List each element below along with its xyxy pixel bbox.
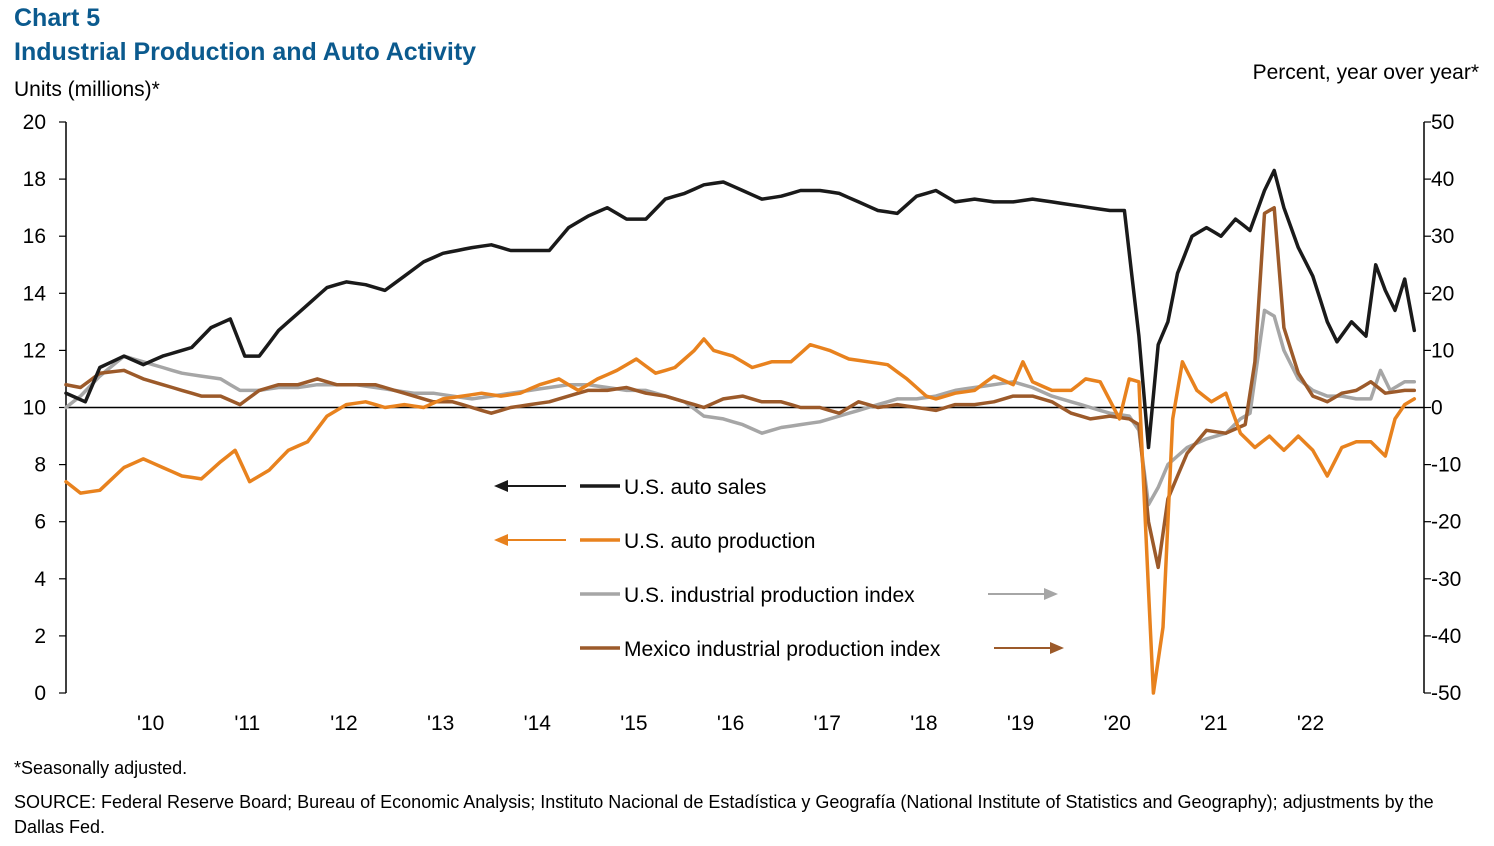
left-tick-label: 18 xyxy=(23,168,46,191)
x-tick-label: '18 xyxy=(910,712,937,735)
right-axis-label: Percent, year over year* xyxy=(1252,61,1479,84)
right-tick-label: 20 xyxy=(1431,282,1454,305)
right-tick-label: 0 xyxy=(1431,397,1443,420)
left-tick-label: 10 xyxy=(23,397,46,420)
series-line-u-s-auto-sales xyxy=(64,168,1417,450)
x-tick-label: '20 xyxy=(1104,712,1131,735)
right-tick-label: 50 xyxy=(1431,111,1454,134)
series-layer xyxy=(64,168,1417,695)
x-tick-label: '13 xyxy=(427,712,454,735)
x-tick-label: '16 xyxy=(717,712,744,735)
left-tick-label: 14 xyxy=(23,282,47,305)
x-tick-label: '11 xyxy=(234,712,260,735)
x-tick-label: '14 xyxy=(524,712,552,735)
left-tick-label: 0 xyxy=(34,682,46,705)
legend: U.S. auto sales U.S. auto production U.S. … xyxy=(494,476,1064,661)
x-tick-label: '10 xyxy=(137,712,164,735)
series-line-mexico-industrial-production-index xyxy=(64,205,1417,570)
left-tick-label: 16 xyxy=(23,225,46,248)
x-tick-label: '21 xyxy=(1200,712,1227,735)
x-tick-label: '19 xyxy=(1007,712,1034,735)
right-tick-label: -50 xyxy=(1431,682,1461,705)
left-tick-label: 8 xyxy=(34,454,46,477)
left-tick-label: 2 xyxy=(34,625,46,648)
right-tick-label: 30 xyxy=(1431,225,1454,248)
left-tick-label: 6 xyxy=(34,511,46,534)
footnote: *Seasonally adjusted. xyxy=(14,758,188,778)
left-tick-label: 20 xyxy=(23,111,46,134)
series-line-u-s-auto-production xyxy=(64,337,1417,695)
left-tick-label: 4 xyxy=(34,568,46,591)
legend-label-u-s-auto-sales: U.S. auto sales xyxy=(624,476,766,499)
right-arrow-icon xyxy=(1044,588,1058,600)
left-axis-label: Units (millions)* xyxy=(14,78,160,101)
left-arrow-icon xyxy=(494,534,508,546)
axes: 0 2 4 6 8 10 12 14 16 18 20 -50 -40 -30 -20 -10 0 10 20 30 4… xyxy=(23,111,1462,735)
legend-label-mexico-industrial-production-index: Mexico industrial production index xyxy=(624,638,941,661)
right-arrow-icon xyxy=(1050,642,1064,654)
chart-title: Industrial Production and Auto Activity xyxy=(14,38,477,66)
right-tick-label: -40 xyxy=(1431,625,1461,648)
legend-label-u-s-auto-production: U.S. auto production xyxy=(624,530,815,553)
x-tick-label: '12 xyxy=(330,712,357,735)
right-tick-label: -30 xyxy=(1431,568,1461,591)
right-tick-label: 40 xyxy=(1431,168,1454,191)
x-tick-label: '17 xyxy=(814,712,841,735)
source-note: SOURCE: Federal Reserve Board; Bureau of… xyxy=(14,792,1434,837)
x-tick-label: '22 xyxy=(1297,712,1324,735)
left-arrow-icon xyxy=(494,480,508,492)
left-tick-label: 12 xyxy=(23,339,46,362)
right-tick-label: 10 xyxy=(1431,339,1454,362)
chart-number: Chart 5 xyxy=(14,4,101,32)
right-tick-label: -10 xyxy=(1431,454,1461,477)
legend-label-u-s-industrial-production-index: U.S. industrial production index xyxy=(624,584,915,607)
x-tick-label: '15 xyxy=(620,712,647,735)
right-tick-label: -20 xyxy=(1431,511,1461,534)
